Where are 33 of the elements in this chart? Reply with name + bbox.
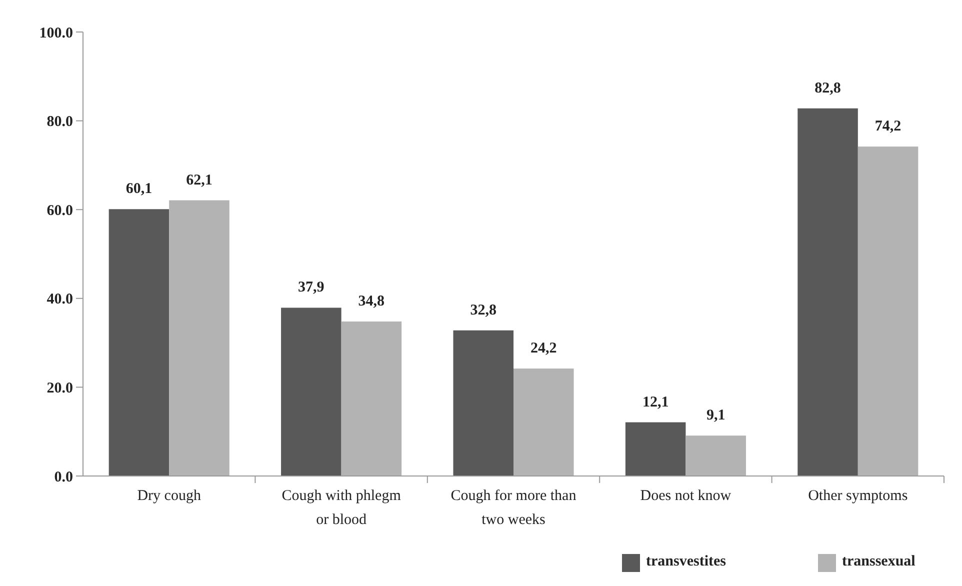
legend-label: transvestites [646,554,726,570]
data-label: 62,1 [186,172,212,188]
y-tick-label: 40.0 [46,292,73,308]
bar [514,368,574,476]
x-tick-label: Does not know [640,488,732,504]
data-label: 74,2 [874,118,902,135]
y-tick-label: 60.0 [46,202,73,219]
bar [169,200,230,476]
bar [341,321,402,476]
bar [625,422,686,476]
data-label: 60,1 [126,181,152,198]
x-tick-label: Cough with phlegm or blood [282,488,402,528]
x-tick-label: Other symptoms [808,488,908,504]
legend-label: transsexual [842,554,916,570]
bar [108,209,170,476]
y-tick-label: 100.0 [39,25,73,42]
data-label: 32,8 [470,302,496,318]
bar [798,108,858,476]
data-label: 9,1 [706,408,726,424]
y-tick-label: 80.0 [46,114,73,130]
data-label: 34,8 [358,293,385,310]
bar [453,330,514,476]
data-label: 82,8 [814,80,841,96]
data-label: 37,9 [298,280,324,296]
bar [858,146,918,476]
x-tick-label: Cough for more than two weeks [450,488,577,528]
bar [686,436,746,476]
y-tick-label: 20.0 [46,380,73,396]
y-tick-label: 0.0 [54,469,73,486]
x-tick-label: Dry cough [137,488,202,504]
data-label: 12,1 [642,394,669,410]
data-label: 24,2 [530,340,557,357]
bar [281,308,342,476]
